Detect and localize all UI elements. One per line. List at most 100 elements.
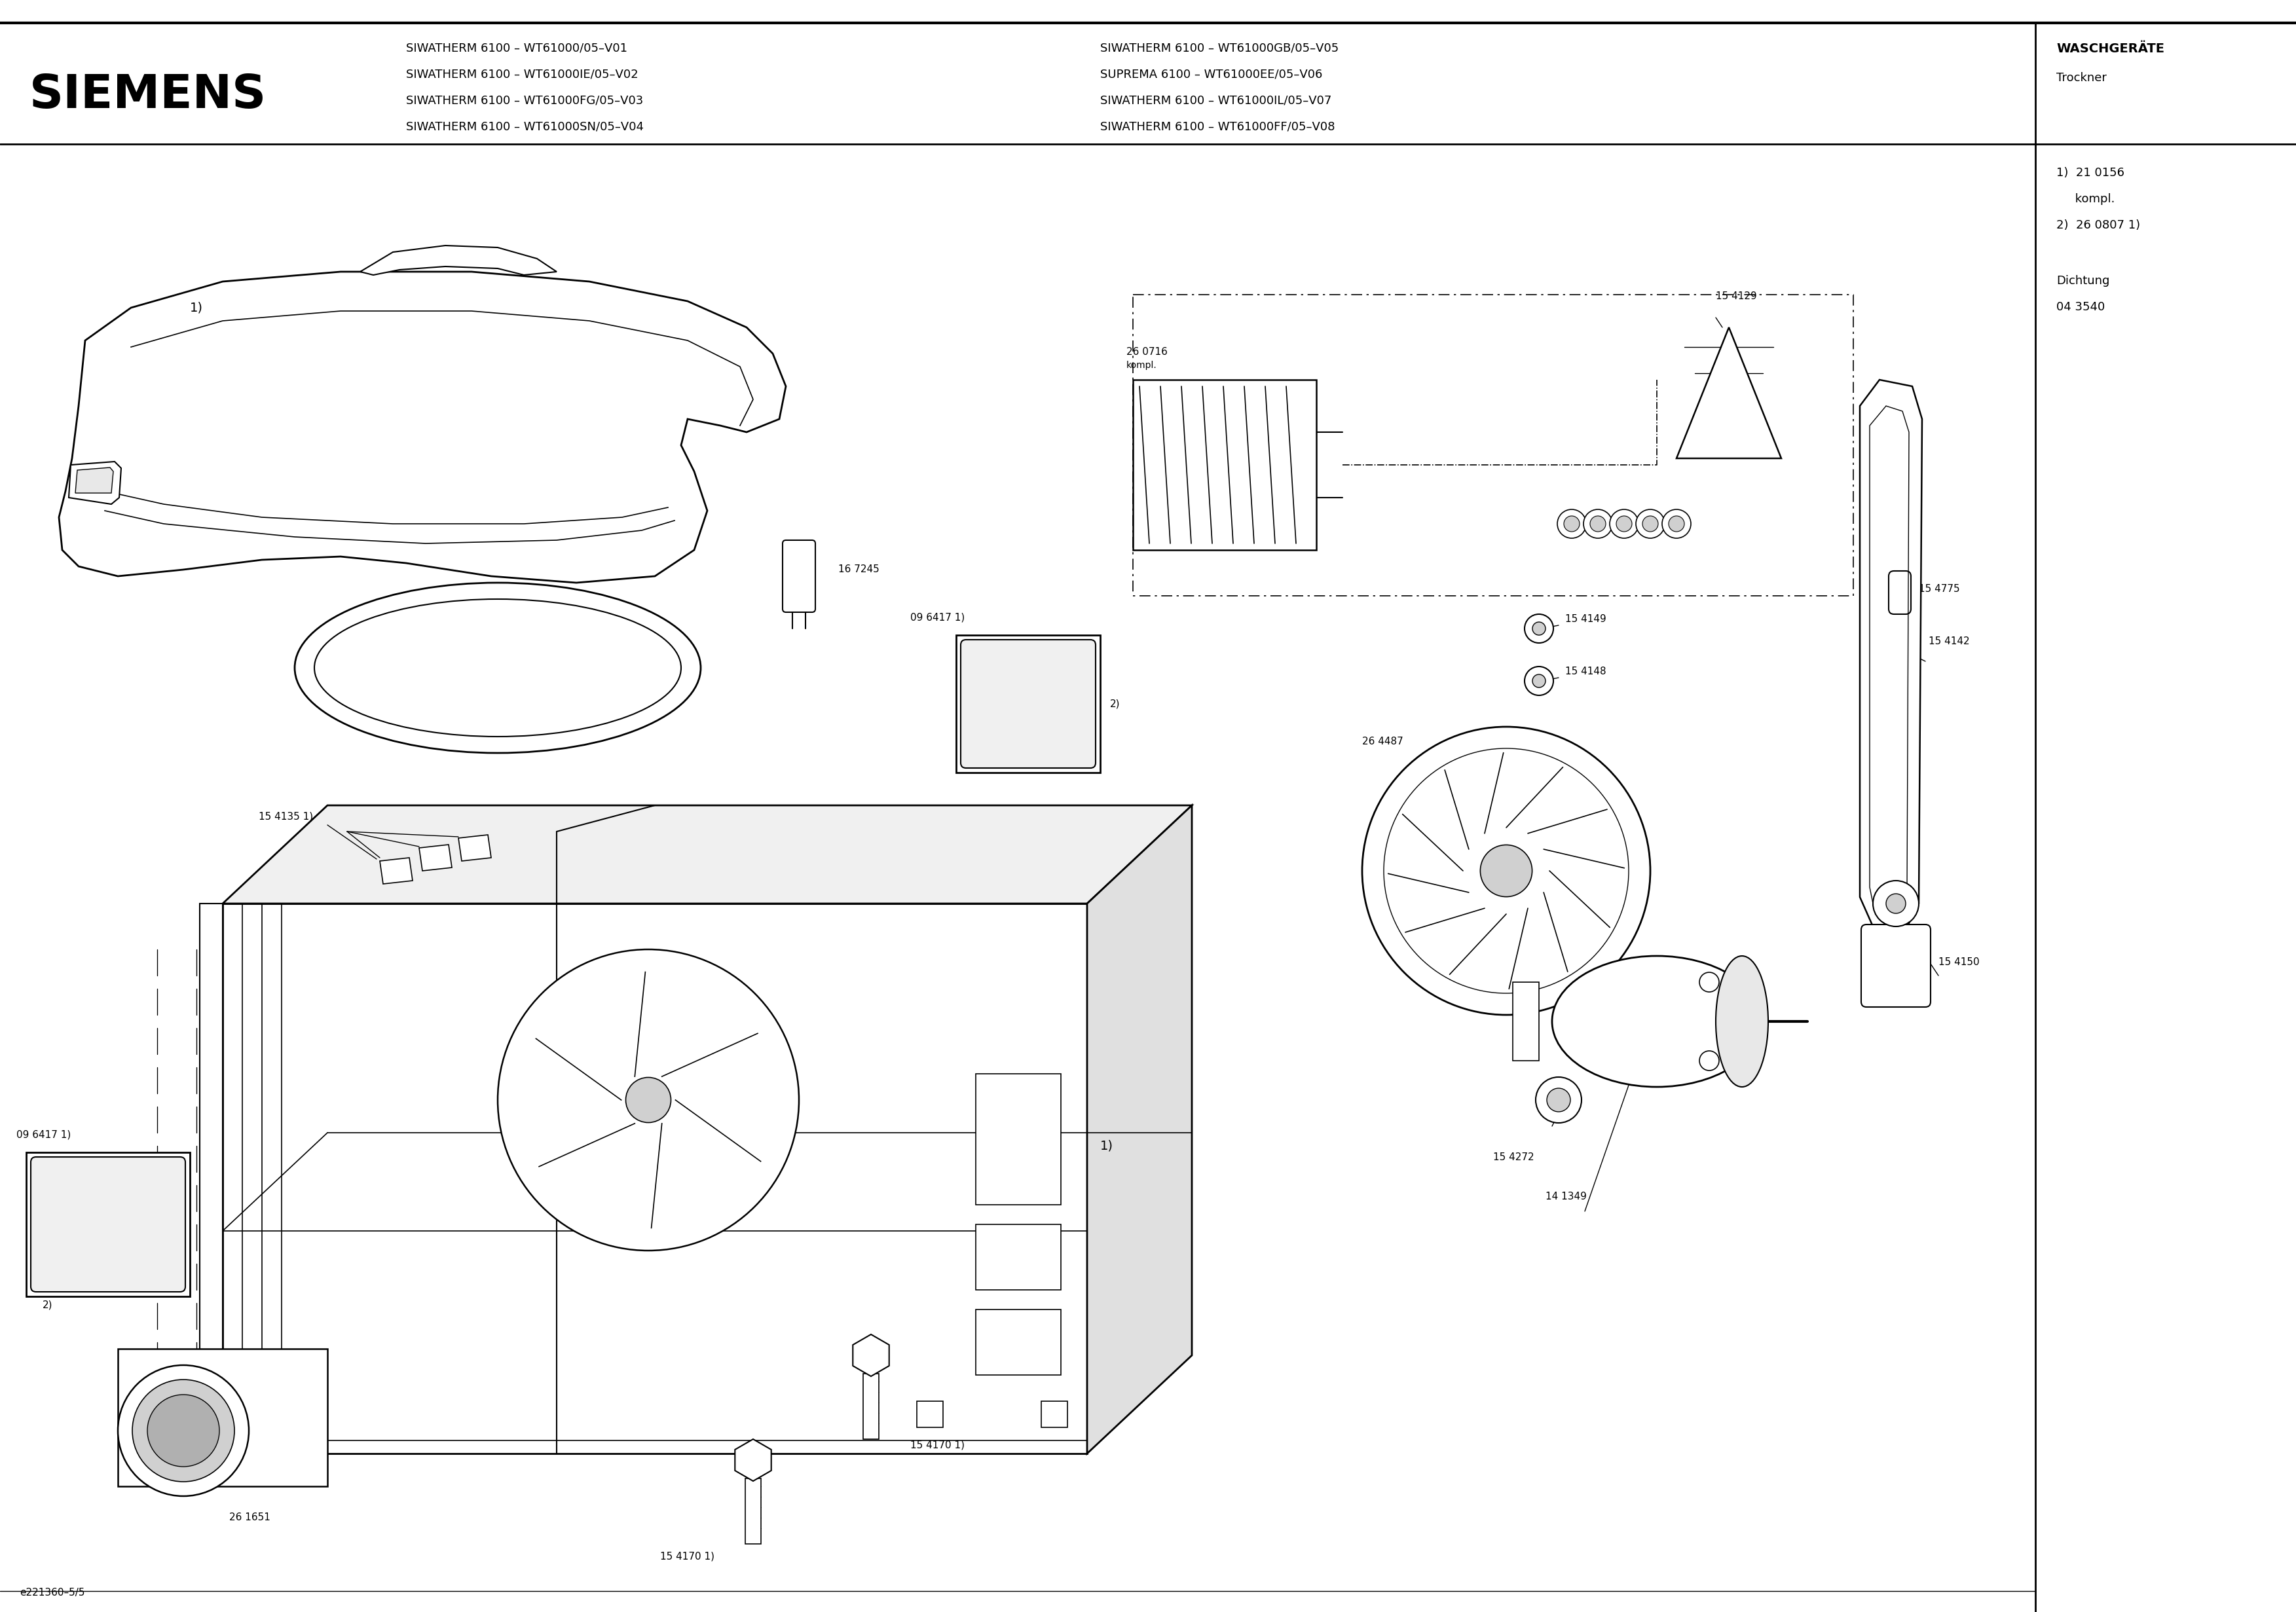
Polygon shape bbox=[117, 1349, 328, 1486]
Bar bbox=[863, 1373, 879, 1440]
Circle shape bbox=[1536, 1077, 1582, 1124]
Text: 15 4775: 15 4775 bbox=[1919, 585, 1961, 595]
Bar bbox=[916, 1401, 944, 1427]
Text: 2)  26 0807 1): 2) 26 0807 1) bbox=[2057, 219, 2140, 231]
Text: 2): 2) bbox=[556, 661, 569, 674]
Ellipse shape bbox=[294, 582, 700, 753]
Text: 15 4129: 15 4129 bbox=[1715, 292, 1756, 301]
Polygon shape bbox=[223, 904, 1086, 1454]
Circle shape bbox=[133, 1380, 234, 1481]
Circle shape bbox=[1885, 893, 1906, 914]
Circle shape bbox=[1642, 516, 1658, 532]
Text: SIWATHERM 6100 – WT61000FF/05–V08: SIWATHERM 6100 – WT61000FF/05–V08 bbox=[1100, 121, 1334, 132]
Text: 15 4142: 15 4142 bbox=[1929, 637, 1970, 646]
Circle shape bbox=[1531, 622, 1545, 635]
Polygon shape bbox=[1676, 327, 1782, 458]
Text: 26 0716: 26 0716 bbox=[1127, 347, 1169, 356]
Circle shape bbox=[1662, 509, 1690, 538]
Bar bbox=[746, 1478, 760, 1544]
Polygon shape bbox=[420, 845, 452, 870]
Text: 16 7245: 16 7245 bbox=[838, 564, 879, 574]
Circle shape bbox=[1635, 509, 1665, 538]
Bar bbox=[1042, 1401, 1068, 1427]
Polygon shape bbox=[459, 835, 491, 861]
Text: 15 4135 1): 15 4135 1) bbox=[259, 812, 312, 822]
Text: WASCHGERÄTE: WASCHGERÄTE bbox=[2057, 42, 2165, 55]
FancyBboxPatch shape bbox=[783, 540, 815, 613]
Circle shape bbox=[1564, 516, 1580, 532]
Text: SIEMENS: SIEMENS bbox=[30, 73, 266, 118]
Text: SIWATHERM 6100 – WT61000/05–V01: SIWATHERM 6100 – WT61000/05–V01 bbox=[406, 42, 627, 55]
Text: 2): 2) bbox=[44, 1299, 53, 1309]
Text: 09 6417 1): 09 6417 1) bbox=[909, 613, 964, 622]
Circle shape bbox=[1669, 516, 1685, 532]
Text: Dichtung: Dichtung bbox=[2057, 276, 2110, 287]
Text: 15 4272: 15 4272 bbox=[1492, 1153, 1534, 1162]
Text: 26 1651: 26 1651 bbox=[230, 1512, 271, 1522]
Polygon shape bbox=[223, 806, 1192, 904]
Polygon shape bbox=[1132, 380, 1316, 550]
Circle shape bbox=[1699, 1051, 1720, 1070]
Circle shape bbox=[1699, 972, 1720, 991]
Bar bbox=[976, 1225, 1061, 1290]
Text: Trockner: Trockner bbox=[2057, 73, 2108, 84]
Bar bbox=[976, 1309, 1061, 1375]
FancyBboxPatch shape bbox=[960, 640, 1095, 767]
Text: SIWATHERM 6100 – WT61000SN/05–V04: SIWATHERM 6100 – WT61000SN/05–V04 bbox=[406, 121, 643, 132]
Ellipse shape bbox=[1552, 956, 1761, 1086]
Polygon shape bbox=[1513, 982, 1538, 1061]
Text: e221360–5/5: e221360–5/5 bbox=[21, 1588, 85, 1597]
Text: 1)  21 0156: 1) 21 0156 bbox=[2057, 168, 2124, 179]
Circle shape bbox=[1481, 845, 1531, 896]
Polygon shape bbox=[1086, 806, 1192, 1454]
Polygon shape bbox=[76, 467, 113, 493]
Circle shape bbox=[1584, 509, 1612, 538]
Circle shape bbox=[1531, 674, 1545, 687]
FancyBboxPatch shape bbox=[30, 1157, 186, 1291]
Circle shape bbox=[1557, 509, 1587, 538]
Circle shape bbox=[1525, 614, 1554, 643]
Text: SIWATHERM 6100 – WT61000IE/05–V02: SIWATHERM 6100 – WT61000IE/05–V02 bbox=[406, 69, 638, 81]
Text: SUPREMA 6100 – WT61000EE/05–V06: SUPREMA 6100 – WT61000EE/05–V06 bbox=[1100, 69, 1322, 81]
Circle shape bbox=[1609, 509, 1639, 538]
FancyBboxPatch shape bbox=[1890, 571, 1910, 614]
Circle shape bbox=[1616, 516, 1632, 532]
Text: kompl.: kompl. bbox=[1127, 361, 1157, 369]
Text: 15 4170 1): 15 4170 1) bbox=[909, 1441, 964, 1451]
Polygon shape bbox=[69, 461, 122, 505]
Text: SIWATHERM 6100 – WT61000FG/05–V03: SIWATHERM 6100 – WT61000FG/05–V03 bbox=[406, 95, 643, 106]
Circle shape bbox=[1548, 1088, 1570, 1112]
Text: 2): 2) bbox=[1109, 700, 1120, 709]
Ellipse shape bbox=[1715, 956, 1768, 1086]
Bar bbox=[976, 1074, 1061, 1204]
FancyBboxPatch shape bbox=[1862, 925, 1931, 1008]
Text: kompl.: kompl. bbox=[2057, 193, 2115, 205]
Text: 04 3540: 04 3540 bbox=[2057, 301, 2105, 313]
Text: 1): 1) bbox=[1100, 1140, 1114, 1153]
Text: SIWATHERM 6100 – WT61000IL/05–V07: SIWATHERM 6100 – WT61000IL/05–V07 bbox=[1100, 95, 1332, 106]
Text: 1): 1) bbox=[191, 301, 202, 314]
Text: 15 4150: 15 4150 bbox=[1938, 958, 1979, 967]
Circle shape bbox=[1525, 666, 1554, 695]
Text: 26 4487: 26 4487 bbox=[1362, 737, 1403, 746]
Circle shape bbox=[147, 1394, 220, 1467]
Polygon shape bbox=[955, 635, 1100, 772]
Circle shape bbox=[1591, 516, 1605, 532]
Polygon shape bbox=[154, 904, 223, 1454]
Text: SIWATHERM 6100 – WT61000GB/05–V05: SIWATHERM 6100 – WT61000GB/05–V05 bbox=[1100, 42, 1339, 55]
Text: 14 1349: 14 1349 bbox=[1545, 1191, 1587, 1201]
Polygon shape bbox=[379, 858, 413, 883]
Text: 09 6417 1): 09 6417 1) bbox=[16, 1130, 71, 1140]
Text: 15 4148: 15 4148 bbox=[1566, 666, 1607, 675]
Ellipse shape bbox=[315, 600, 682, 737]
Circle shape bbox=[1362, 727, 1651, 1016]
Circle shape bbox=[1874, 880, 1919, 927]
Text: 15 4170 1): 15 4170 1) bbox=[661, 1552, 714, 1562]
Polygon shape bbox=[25, 1153, 191, 1296]
Circle shape bbox=[117, 1365, 248, 1496]
Circle shape bbox=[498, 949, 799, 1251]
Circle shape bbox=[627, 1077, 670, 1122]
Polygon shape bbox=[60, 272, 785, 582]
Text: 15 4149: 15 4149 bbox=[1566, 614, 1607, 624]
Polygon shape bbox=[1860, 380, 1922, 930]
